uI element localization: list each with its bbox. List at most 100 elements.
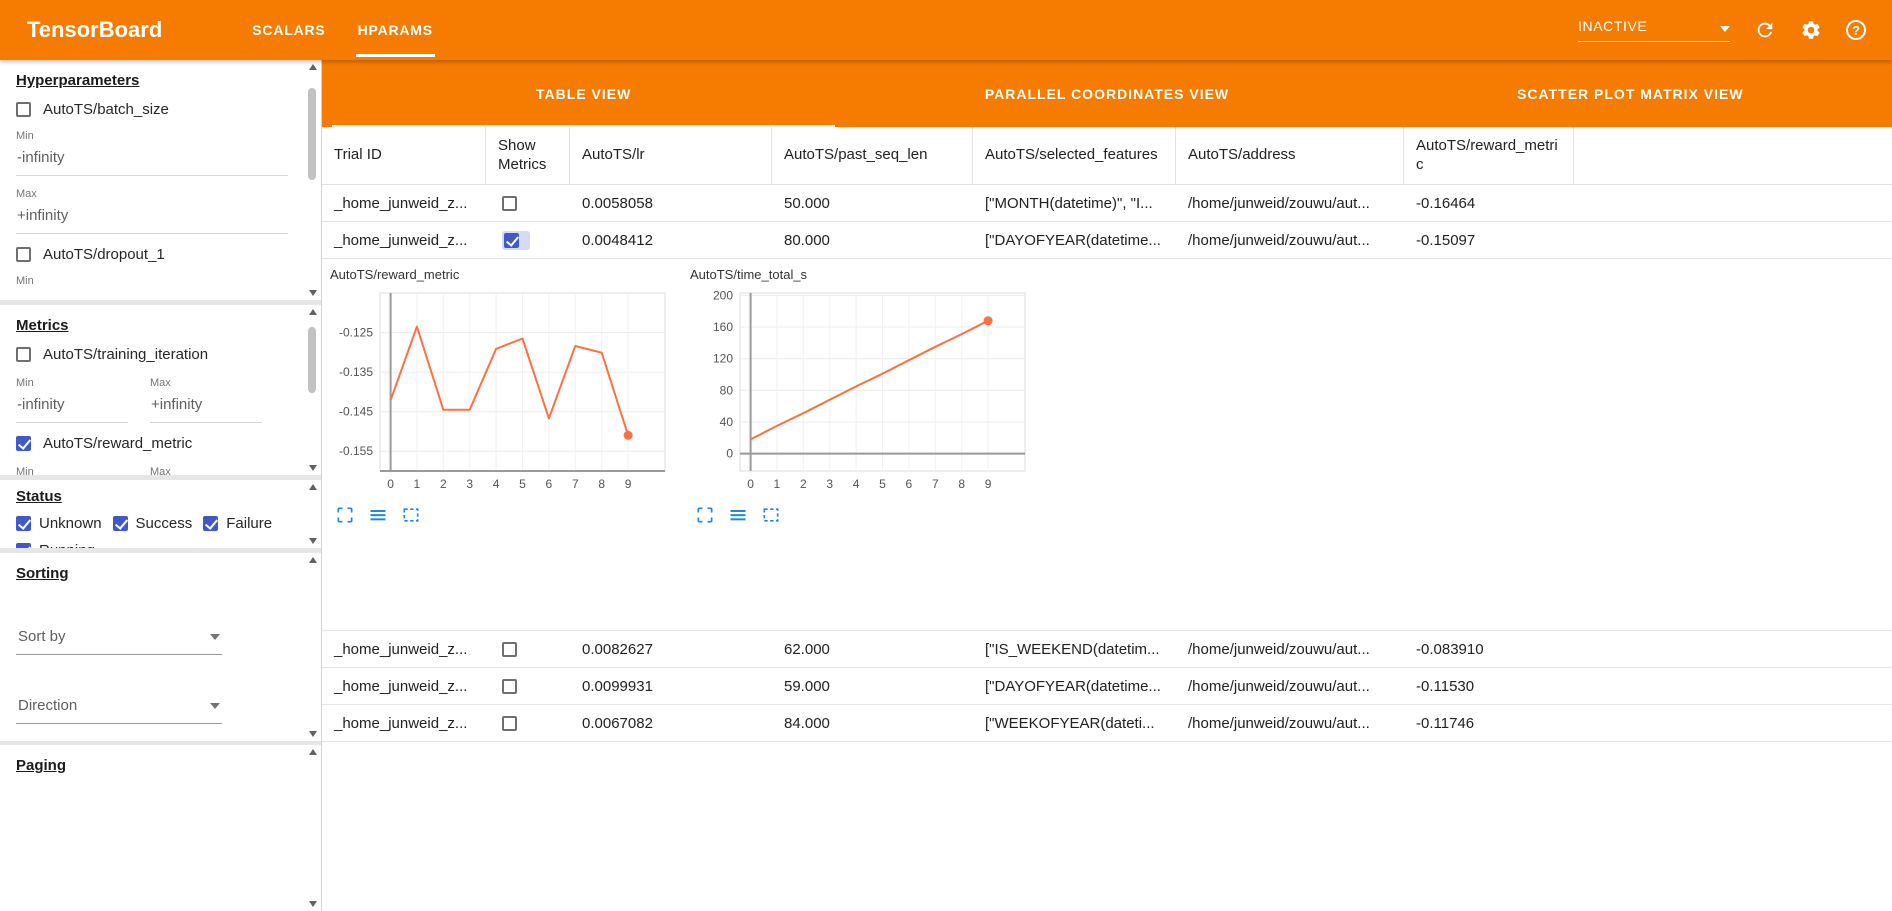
scroll-down-icon[interactable] [308, 901, 317, 907]
direction-select[interactable]: Direction [16, 691, 222, 724]
sorting-section: Sorting Sort by Direction [0, 553, 321, 741]
log-scale-lines-icon[interactable] [368, 505, 388, 525]
col-lr[interactable]: AutoTS/lr [570, 127, 772, 185]
tab-scalars[interactable]: SCALARS [252, 22, 326, 38]
max-input[interactable]: +infinity [16, 200, 288, 234]
fit-domain-icon[interactable] [401, 505, 421, 525]
reload-status-dropdown[interactable]: INACTIVE [1578, 18, 1730, 42]
scrollbar[interactable] [306, 64, 319, 296]
table-row: _home_junweid_z... 0.0099931 59.000 ["DA… [322, 668, 1892, 705]
past-seq-len-cell: 84.000 [772, 705, 973, 742]
metric-max-label: Max [150, 377, 171, 389]
address-cell: /home/junweid/zouwu/aut... [1176, 668, 1404, 705]
scroll-up-icon[interactable] [308, 749, 317, 755]
metric-training-iteration-row[interactable]: AutoTS/training_iteration [16, 346, 305, 363]
reward-metric-cell: -0.11746 [1404, 705, 1574, 742]
status-running-checkbox[interactable] [16, 543, 31, 548]
scrollbar[interactable] [306, 309, 319, 471]
scrollbar[interactable] [306, 557, 319, 737]
col-address[interactable]: AutoTS/address [1176, 127, 1404, 185]
svg-text:1: 1 [414, 477, 421, 491]
help-icon[interactable]: ? [1846, 20, 1866, 40]
col-past-seq-len[interactable]: AutoTS/past_seq_len [772, 127, 973, 185]
svg-text:9: 9 [985, 477, 992, 491]
fit-domain-icon[interactable] [761, 505, 781, 525]
paging-section: Paging [0, 745, 321, 911]
show-metrics-checkbox[interactable] [504, 232, 519, 248]
hparam-batch-size-row[interactable]: AutoTS/batch_size [16, 101, 305, 118]
status-title: Status [16, 488, 62, 505]
svg-text:0: 0 [726, 447, 733, 461]
svg-text:5: 5 [879, 477, 886, 491]
show-metrics-checkbox[interactable] [502, 715, 517, 731]
svg-text:6: 6 [546, 477, 553, 491]
scrollbar-thumb[interactable] [308, 327, 316, 393]
show-metrics-checkbox[interactable] [502, 641, 517, 657]
trial-id-cell: _home_junweid_z... [322, 631, 486, 668]
status-unknown-row[interactable]: Unknown [16, 515, 102, 532]
time-total-chart[interactable]: 0 40 80 120 160 200 0 1 2 3 4 5 6 7 8 9 [688, 285, 1033, 497]
hyperparameters-section: Hyperparameters AutoTS/batch_size Min -i… [0, 60, 321, 300]
reward-metric-chart[interactable]: -0.125 -0.135 -0.145 -0.155 0 1 2 3 4 5 6 7 8 9 [328, 285, 673, 497]
scrollbar-thumb[interactable] [308, 88, 316, 180]
topbar-actions: INACTIVE ? [1578, 0, 1866, 60]
chevron-down-icon [210, 633, 220, 640]
reward-metric-cell: -0.083910 [1404, 631, 1574, 668]
show-metrics-checkbox[interactable] [502, 195, 517, 211]
training-iteration-checkbox[interactable] [16, 347, 31, 362]
show-metrics-checkbox[interactable] [502, 678, 517, 694]
status-unknown-checkbox[interactable] [16, 516, 31, 531]
trial-id-cell: _home_junweid_z... [322, 668, 486, 705]
col-selected-features[interactable]: AutoTS/selected_features [973, 127, 1176, 185]
metric-min-input[interactable]: -infinity [16, 389, 128, 423]
batch-size-checkbox[interactable] [16, 102, 31, 117]
col-trial-id[interactable]: Trial ID [322, 127, 486, 185]
refresh-icon[interactable] [1754, 19, 1776, 41]
status-failure-row[interactable]: Failure [203, 515, 272, 532]
metric-reward-row[interactable]: AutoTS/reward_metric [16, 435, 305, 452]
hparams-sidebar: Hyperparameters AutoTS/batch_size Min -i… [0, 60, 322, 911]
metric-max-input[interactable]: +infinity [150, 389, 262, 423]
scroll-down-icon[interactable] [308, 465, 317, 471]
scroll-down-icon[interactable] [308, 731, 317, 737]
address-cell: /home/junweid/zouwu/aut... [1176, 705, 1404, 742]
tab-hparams[interactable]: HPARAMS [342, 0, 449, 60]
expand-chart-icon[interactable] [335, 505, 355, 525]
scroll-down-icon[interactable] [308, 538, 317, 544]
log-scale-lines-icon[interactable] [728, 505, 748, 525]
sorting-title: Sorting [16, 565, 69, 582]
dropout-checkbox[interactable] [16, 247, 31, 262]
status-section: Status Unknown Success Failure Running [0, 480, 321, 548]
svg-text:0: 0 [387, 477, 394, 491]
scroll-up-icon[interactable] [308, 64, 317, 70]
hparam-dropout-row[interactable]: AutoTS/dropout_1 [16, 246, 305, 263]
status-failure-checkbox[interactable] [203, 516, 219, 531]
status-running-row[interactable]: Running [16, 542, 95, 548]
hyperparameters-title: Hyperparameters [16, 72, 140, 89]
col-show-metrics[interactable]: Show Metrics [486, 127, 570, 185]
min-label: Min [16, 130, 34, 142]
table-row: _home_junweid_z... 0.0048412 80.000 ["DA… [322, 222, 1892, 259]
batch-size-label: AutoTS/batch_size [43, 101, 169, 118]
tab-table-view[interactable]: TABLE VIEW [322, 60, 845, 127]
status-success-row[interactable]: Success [112, 515, 192, 532]
scroll-up-icon[interactable] [308, 557, 317, 563]
reward-metric-cell: -0.11530 [1404, 668, 1574, 705]
reward-metric-label: AutoTS/reward_metric [43, 435, 193, 452]
min-input[interactable]: -infinity [16, 142, 288, 176]
svg-text:8: 8 [958, 477, 965, 491]
reward-metric-checkbox[interactable] [16, 436, 31, 451]
tab-parallel-coordinates-view[interactable]: PARALLEL COORDINATES VIEW [984, 85, 1230, 102]
tab-scatter-plot-matrix-view[interactable]: SCATTER PLOT MATRIX VIEW [1517, 85, 1744, 102]
sort-by-select[interactable]: Sort by [16, 622, 222, 655]
col-reward-metric[interactable]: AutoTS/reward_metric [1404, 127, 1574, 185]
scroll-down-icon[interactable] [308, 290, 317, 296]
svg-text:80: 80 [720, 383, 734, 397]
settings-gear-icon[interactable] [1800, 19, 1822, 41]
expand-chart-icon[interactable] [695, 505, 715, 525]
scrollbar[interactable] [306, 749, 319, 907]
scroll-up-icon[interactable] [308, 484, 317, 490]
status-success-checkbox[interactable] [112, 516, 128, 531]
scrollbar[interactable] [306, 484, 319, 544]
scroll-up-icon[interactable] [308, 309, 317, 315]
